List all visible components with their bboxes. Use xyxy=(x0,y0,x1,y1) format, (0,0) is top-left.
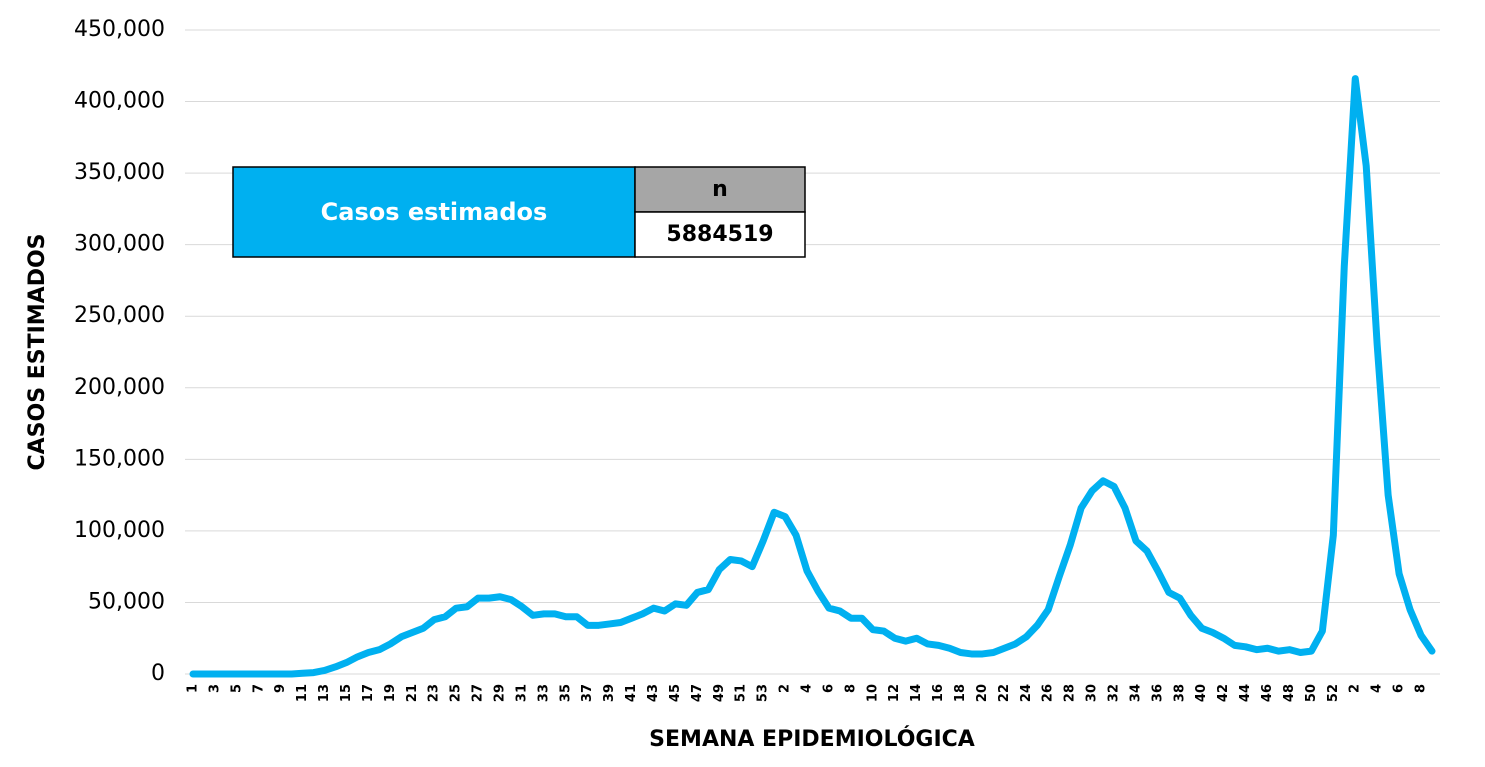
x-tick-label: 43 xyxy=(646,684,661,702)
x-tick-label: 27 xyxy=(471,684,486,702)
x-tick-label: 11 xyxy=(295,684,310,702)
y-tick-label: 400,000 xyxy=(74,89,165,114)
x-tick-label: 25 xyxy=(449,684,464,702)
summary-label-cell xyxy=(232,166,636,258)
x-tick-label: 46 xyxy=(1260,684,1275,702)
y-tick-label: 200,000 xyxy=(74,375,165,400)
x-tick-label: 4 xyxy=(1370,684,1385,693)
x-tick-label: 37 xyxy=(580,684,595,702)
summary-table: Casos estimados n 5884519 xyxy=(232,166,806,258)
x-tick-label: 28 xyxy=(1063,684,1078,702)
x-tick-label: 4 xyxy=(800,684,815,693)
x-tick-label: 1 xyxy=(186,684,201,693)
y-tick-label: 250,000 xyxy=(74,303,165,328)
x-tick-label: 16 xyxy=(931,684,946,702)
x-tick-label: 47 xyxy=(690,684,705,702)
summary-value-cell xyxy=(634,211,806,258)
x-tick-label: 24 xyxy=(1019,684,1034,702)
x-tick-label: 5 xyxy=(229,684,244,693)
x-tick-label: 44 xyxy=(1238,684,1253,702)
x-tick-label: 8 xyxy=(843,684,858,693)
y-tick-label: 0 xyxy=(151,661,165,686)
x-tick-label: 33 xyxy=(536,684,551,702)
x-tick-label: 39 xyxy=(602,684,617,702)
x-axis-title: SEMANA EPIDEMIOLÓGICA xyxy=(649,726,975,752)
x-tick-label: 41 xyxy=(624,684,639,702)
x-tick-label: 35 xyxy=(558,684,573,702)
x-tick-label: 26 xyxy=(1041,684,1056,702)
x-tick-label: 10 xyxy=(865,684,880,702)
x-tick-label: 13 xyxy=(317,684,332,702)
x-tick-label: 42 xyxy=(1216,684,1231,702)
x-tick-label: 12 xyxy=(887,684,902,702)
x-tick-label: 45 xyxy=(668,684,683,702)
x-tick-label: 38 xyxy=(1172,684,1187,702)
x-tick-label: 8 xyxy=(1414,684,1429,693)
x-tick-label: 52 xyxy=(1326,684,1341,702)
summary-value: 5884519 xyxy=(666,222,773,247)
x-tick-label: 7 xyxy=(251,684,266,693)
x-tick-label: 2 xyxy=(778,684,793,693)
x-tick-label: 29 xyxy=(493,684,508,702)
x-tick-label: 40 xyxy=(1194,684,1209,702)
x-tick-label: 21 xyxy=(405,684,420,702)
x-tick-label: 15 xyxy=(339,684,354,702)
y-tick-label: 450,000 xyxy=(74,17,165,42)
x-tick-label: 50 xyxy=(1304,684,1319,702)
y-tick-label: 50,000 xyxy=(88,589,165,614)
summary-header-cell xyxy=(634,166,806,213)
x-tick-label: 3 xyxy=(207,684,222,693)
x-tick-label: 23 xyxy=(427,684,442,702)
x-tick-label: 6 xyxy=(821,684,836,693)
x-tick-label: 14 xyxy=(909,684,924,702)
y-axis-title: CASOS ESTIMADOS xyxy=(25,233,50,470)
x-tick-label: 17 xyxy=(361,684,376,702)
x-tick-label: 22 xyxy=(997,684,1012,702)
y-tick-label: 300,000 xyxy=(74,232,165,257)
x-tick-label: 18 xyxy=(953,684,968,702)
y-tick-label: 100,000 xyxy=(74,518,165,543)
y-tick-label: 350,000 xyxy=(74,160,165,185)
x-tick-label: 2 xyxy=(1348,684,1363,693)
x-tick-label: 51 xyxy=(734,684,749,702)
x-tick-label: 31 xyxy=(514,684,529,702)
x-tick-label: 9 xyxy=(273,684,288,693)
x-tick-label: 53 xyxy=(756,684,771,702)
x-tick-label: 48 xyxy=(1282,684,1297,702)
x-tick-label: 34 xyxy=(1128,684,1143,702)
data-line xyxy=(189,75,1436,678)
x-tick-label: 36 xyxy=(1150,684,1165,702)
summary-label: Casos estimados xyxy=(321,198,548,226)
x-tick-label: 32 xyxy=(1107,684,1122,702)
x-tick-label: 20 xyxy=(975,684,990,702)
summary-header: n xyxy=(712,177,728,202)
y-tick-label: 150,000 xyxy=(74,446,165,471)
x-tick-label: 19 xyxy=(383,684,398,702)
x-tick-label: 49 xyxy=(712,684,727,702)
x-tick-label: 30 xyxy=(1085,684,1100,702)
x-tick-label: 6 xyxy=(1392,684,1407,693)
